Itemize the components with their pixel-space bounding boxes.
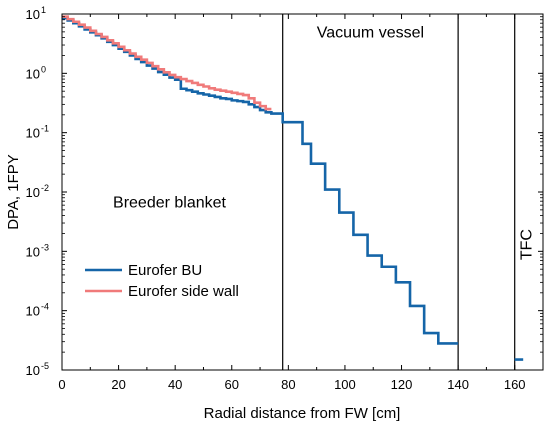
- series-line-1: [62, 15, 272, 111]
- y-tick-exponent-0: -5: [41, 361, 49, 371]
- legend-label-0: Eurofer BU: [128, 262, 202, 279]
- y-tick-label-0: 10: [26, 363, 40, 378]
- legend-label-1: Eurofer side wall: [128, 283, 239, 300]
- x-tick-label-2: 40: [168, 377, 182, 392]
- y-tick-exponent-3: -2: [41, 183, 49, 193]
- y-tick-label-3: 10: [26, 185, 40, 200]
- x-tick-label-6: 120: [391, 377, 413, 392]
- y-tick-label-6: 10: [26, 7, 40, 22]
- x-axis-label: Radial distance from FW [cm]: [204, 405, 401, 422]
- y-tick-exponent-1: -4: [41, 302, 49, 312]
- annotation-2: TFC: [519, 229, 536, 260]
- annotation-1: Vacuum vessel: [317, 25, 424, 42]
- x-tick-label-8: 160: [504, 377, 526, 392]
- x-axis-ticks: 0 20 40 60 80 100 120 140 160: [58, 14, 526, 392]
- series-line-0: [62, 16, 459, 345]
- x-tick-label-5: 100: [334, 377, 356, 392]
- plot-frame: [61, 13, 544, 371]
- y-tick-label-1: 10: [26, 304, 40, 319]
- y-tick-exponent-2: -3: [41, 242, 49, 252]
- annotations-group: Breeder blanket Vacuum vessel TFC: [113, 25, 536, 261]
- x-tick-label-1: 20: [111, 377, 125, 392]
- y-tick-label-4: 10: [26, 126, 40, 141]
- y-tick-label-2: 10: [26, 244, 40, 259]
- y-axis-label: DPA, 1FPY: [5, 154, 22, 230]
- annotation-0: Breeder blanket: [113, 194, 227, 211]
- series-group: [62, 15, 524, 361]
- x-tick-label-3: 60: [225, 377, 239, 392]
- legend: Eurofer BU Eurofer side wall: [85, 262, 239, 300]
- x-tick-label-7: 140: [447, 377, 469, 392]
- y-tick-label-5: 10: [26, 66, 40, 81]
- y-tick-exponent-5: 0: [41, 64, 46, 74]
- region-boundaries: [282, 14, 516, 370]
- y-tick-exponent-4: -1: [41, 124, 49, 134]
- y-tick-exponent-6: 1: [41, 5, 46, 15]
- x-tick-label-0: 0: [58, 377, 65, 392]
- x-tick-label-4: 80: [281, 377, 295, 392]
